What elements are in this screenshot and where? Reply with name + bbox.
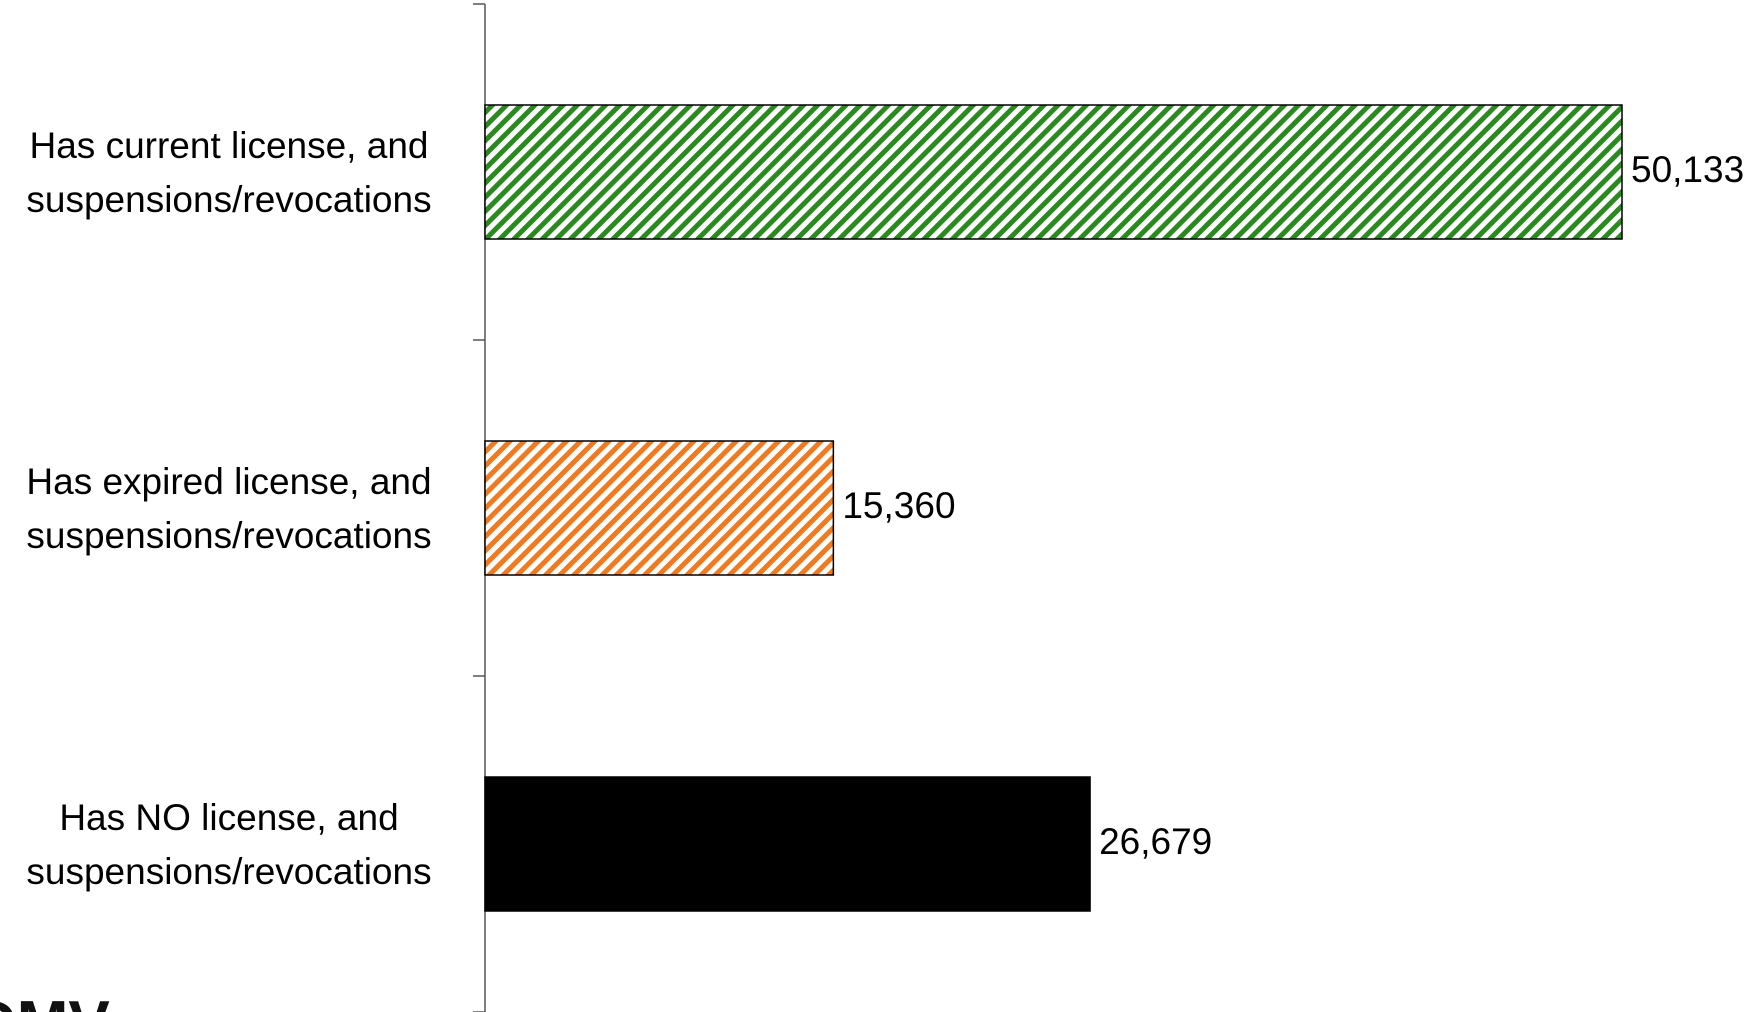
category-label-line: Has NO license, and <box>59 797 398 838</box>
category-label-3: Has NO license, and suspensions/revocatio… <box>26 797 431 892</box>
category-axis <box>473 3 486 1012</box>
bar-1 <box>484 104 1623 240</box>
value-label-3: 26,679 <box>1099 821 1212 862</box>
category-label-line: suspensions/revocations <box>26 179 431 220</box>
bar-3 <box>484 776 1091 912</box>
value-label-2: 15,360 <box>842 485 955 526</box>
category-label-line: Has expired license, and <box>26 461 431 502</box>
logo-text: DMV <box>0 989 110 1012</box>
category-labels: Has current license, and suspensions/revo… <box>26 125 431 892</box>
category-label-line: Has current license, and <box>30 125 429 166</box>
bars-group <box>484 104 1623 912</box>
value-label-1: 50,133 <box>1631 149 1744 190</box>
bar-2 <box>484 440 835 576</box>
category-label-line: suspensions/revocations <box>26 515 431 556</box>
category-label-line: suspensions/revocations <box>26 851 431 892</box>
category-label-1: Has current license, and suspensions/revo… <box>26 125 431 220</box>
category-label-2: Has expired license, and suspensions/revo… <box>26 461 431 556</box>
logo: DMV <box>0 989 110 1012</box>
value-labels: 50,133 15,360 26,679 <box>842 149 1744 862</box>
